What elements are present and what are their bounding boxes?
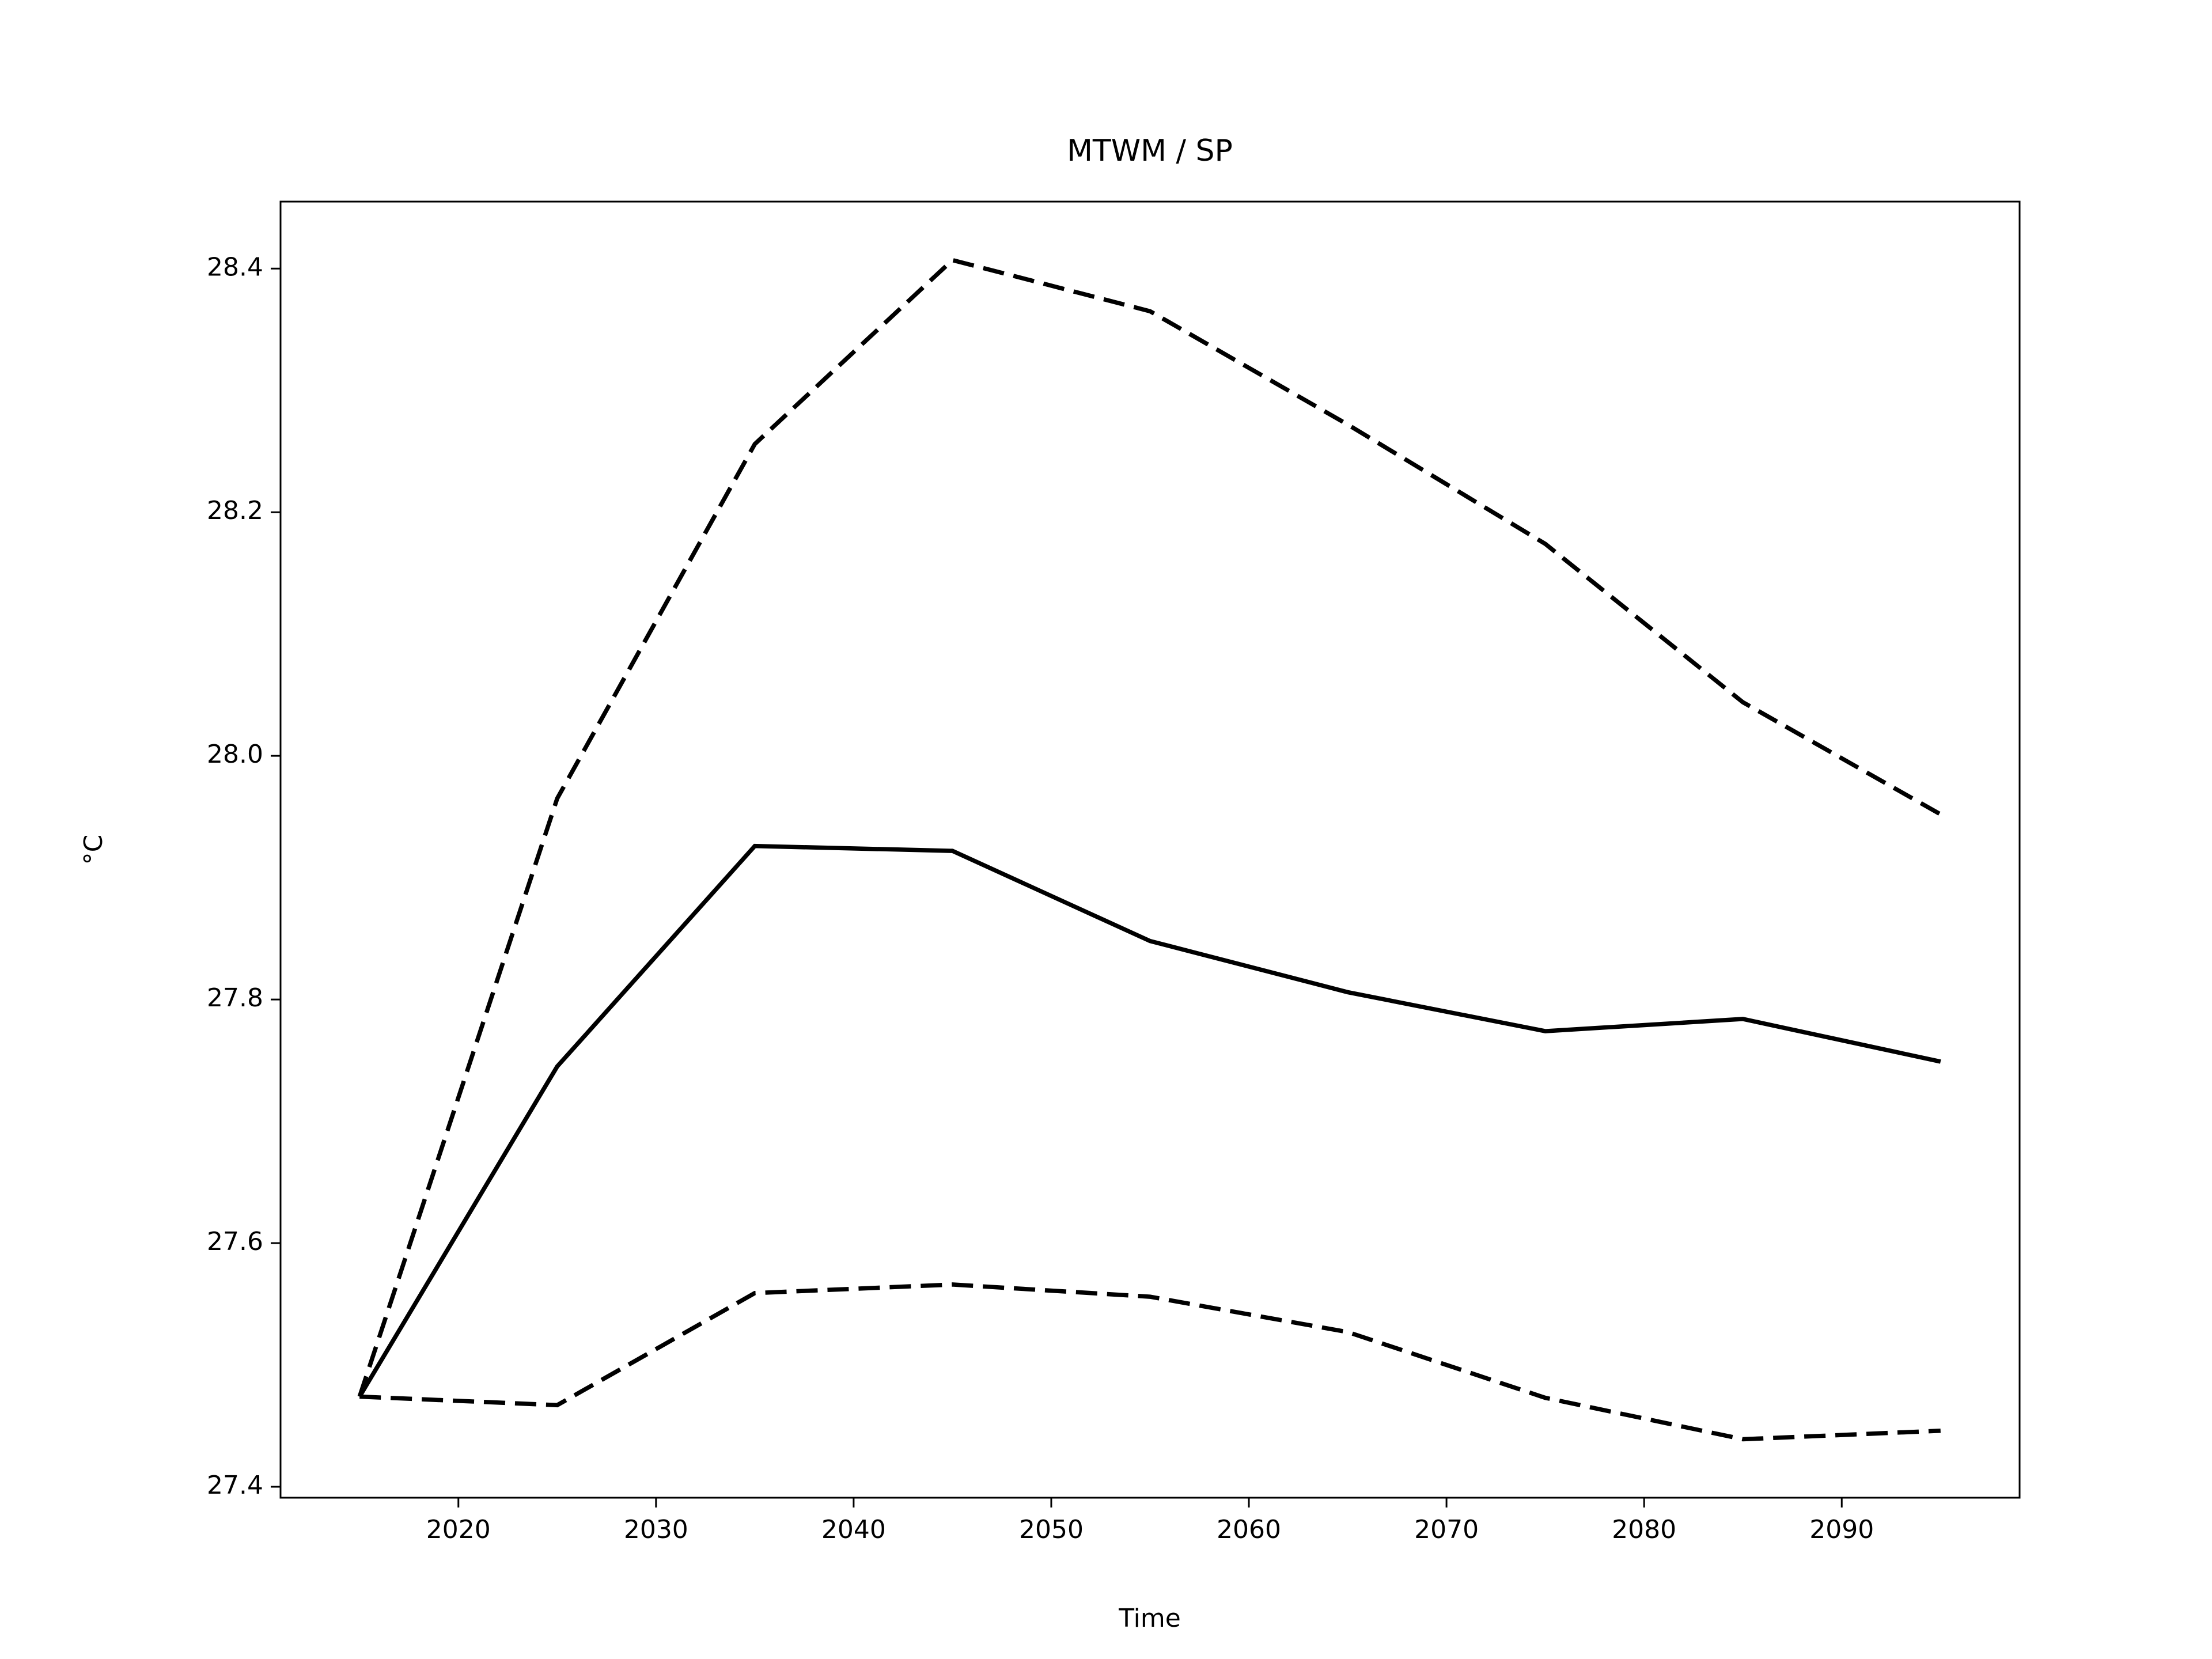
x-axis-label: Time: [1118, 1604, 1181, 1633]
y-tick-label: 28.0: [207, 740, 263, 769]
data-line: [358, 843, 1941, 1398]
y-tick-label: 27.6: [207, 1227, 263, 1256]
y-tick-label: 28.2: [207, 496, 263, 525]
x-tick-label: 2080: [1612, 1515, 1676, 1544]
plot-frame: [279, 200, 2021, 1499]
data-line: [357, 257, 1942, 1397]
y-tick-label: 27.8: [207, 983, 263, 1013]
chart-title: MTWM / SP: [1067, 134, 1233, 168]
y-axis-label: °C: [79, 835, 108, 865]
x-tick-label: 2040: [821, 1515, 886, 1544]
x-tick-label: 2020: [426, 1515, 491, 1544]
y-tick-label: 27.4: [207, 1471, 263, 1500]
x-tick-label: 2060: [1217, 1515, 1281, 1544]
data-line: [359, 1282, 1941, 1442]
x-tick-label: 2070: [1414, 1515, 1479, 1544]
x-tick-label: 2050: [1019, 1515, 1084, 1544]
x-tick-label: 2030: [624, 1515, 688, 1544]
y-tick-label: 28.4: [207, 252, 263, 282]
x-tick-label: 2090: [1809, 1515, 1874, 1544]
